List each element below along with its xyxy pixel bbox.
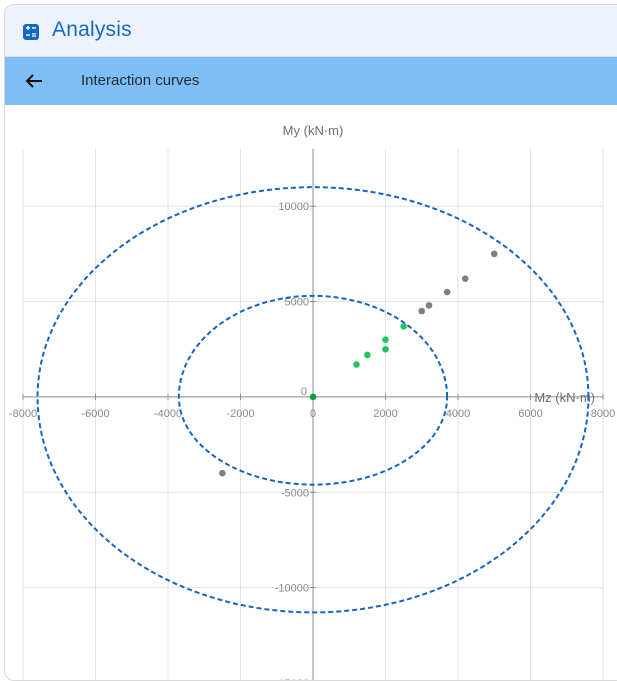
data-point — [443, 288, 451, 296]
app-title: Analysis — [52, 18, 132, 41]
x-tick-label: -2000 — [226, 408, 254, 420]
x-tick-label: -6000 — [81, 408, 109, 420]
x-tick-label: 4000 — [446, 408, 470, 420]
data-point — [400, 323, 407, 330]
inner-interaction-curve — [177, 294, 449, 486]
y-tick-label: 5000 — [285, 297, 309, 309]
data-point — [219, 469, 226, 477]
y-tick-label: 10000 — [278, 201, 309, 213]
x-axis-title: Mz (kN·m) — [534, 390, 595, 405]
y-axis-title: My (kN·m) — [283, 123, 344, 138]
y-tick-label: -10000 — [275, 583, 309, 595]
page-title: Interaction curves — [81, 72, 200, 89]
data-point — [382, 345, 389, 353]
data-point — [353, 361, 360, 368]
y-tick-label: 0 — [301, 386, 307, 398]
data-point — [418, 307, 426, 315]
y-tick-label: -5000 — [281, 487, 309, 499]
y-tick-label: -15000 — [275, 678, 309, 681]
x-tick-label: 0 — [310, 408, 316, 420]
arrow-left-icon — [25, 74, 42, 88]
x-tick-label: 8000 — [591, 408, 615, 420]
outer-interaction-curve — [36, 186, 590, 614]
x-tick-label: 2000 — [373, 408, 397, 420]
x-tick-label: -4000 — [154, 408, 182, 420]
data-point — [364, 351, 371, 359]
back-button[interactable] — [19, 67, 47, 95]
data-point — [382, 336, 389, 344]
x-tick-label: 6000 — [518, 408, 542, 420]
data-point — [490, 250, 498, 258]
x-tick-label: -8000 — [9, 408, 37, 420]
data-point — [309, 393, 317, 401]
interaction-chart-svg: -8000 -6000 -4000 -2000 0 2000 4000 6000 8000 -15… — [9, 123, 615, 681]
data-point — [461, 275, 469, 282]
calculator-icon — [23, 24, 39, 40]
data-point — [425, 302, 433, 309]
subheader-bar: Interaction curves — [5, 57, 617, 105]
app-header: Analysis — [5, 5, 617, 57]
interaction-chart: -8000 -6000 -4000 -2000 0 2000 4000 6000 8000 -15… — [5, 105, 617, 681]
analysis-panel: Analysis Interaction curves -8000 -6000 -4… — [4, 4, 617, 681]
